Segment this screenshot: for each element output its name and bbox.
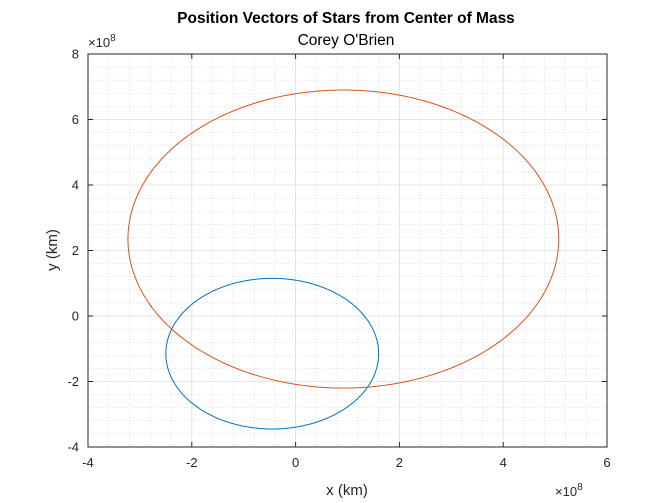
y-tick-label: 0 [72,309,79,324]
y-tick-label: -2 [67,374,79,389]
x-exponent: ×108 [555,482,583,499]
y-tick-label: 6 [72,112,79,127]
x-tick-label: 6 [603,455,610,470]
y-axis-ticks: -4 -2 0 2 4 6 8 [67,47,607,455]
x-tick-label: 4 [500,455,507,470]
y-tick-label: 4 [72,178,79,193]
x-axis-label: x (km) [326,482,368,499]
y-tick-label: 2 [72,243,79,258]
x-tick-label: -2 [186,455,198,470]
x-tick-label: -4 [82,455,94,470]
chart-subtitle: Corey O'Brien [298,32,395,49]
orbit-series-2 [127,89,560,389]
y-tick-label: -4 [67,440,79,455]
x-tick-label: 2 [396,455,403,470]
x-exponent-base: ×10 [555,484,577,499]
x-axis-ticks: -4 -2 0 2 4 6 [82,54,611,470]
y-exponent-power: 8 [110,33,116,44]
x-tick-label: 0 [292,455,299,470]
orbit-series-1 [165,277,380,430]
y-tick-label: 8 [72,47,79,62]
x-exponent-power: 8 [577,482,583,493]
chart-title: Position Vectors of Stars from Center of… [177,10,515,27]
y-axis-label: y (km) [44,229,61,271]
series-layer [127,89,560,430]
y-exponent-base: ×10 [88,35,110,50]
y-exponent: ×108 [88,33,116,50]
